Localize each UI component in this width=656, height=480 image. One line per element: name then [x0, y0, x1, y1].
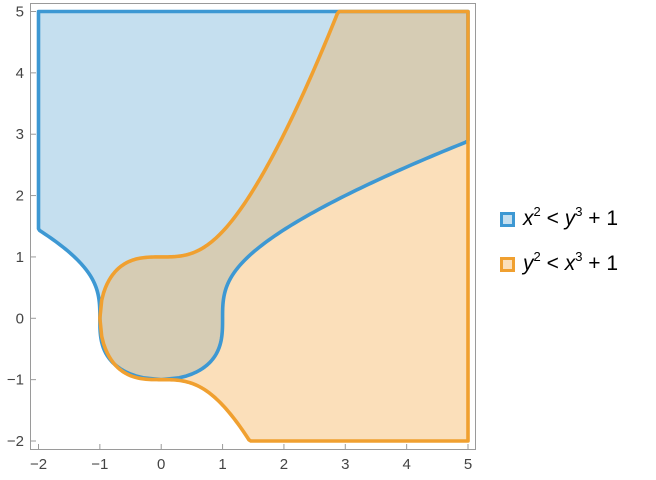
- x-tick-label: 5: [464, 456, 472, 473]
- x-tick-label: −1: [91, 456, 108, 473]
- x-tick-label: 2: [280, 456, 288, 473]
- y-tick-label: 3: [16, 126, 24, 143]
- legend-swatch-series-2: [500, 256, 515, 272]
- x-tick-label: −2: [30, 456, 47, 473]
- y-tick-label: −1: [7, 372, 24, 389]
- region-orange-boundary: [98, 9, 470, 443]
- legend: x2 < y3 + 1 y2 < x3 + 1: [500, 204, 650, 294]
- y-tick-label: 2: [16, 188, 24, 205]
- y-tick-label: 0: [16, 310, 24, 327]
- x-tick-label: 4: [402, 456, 410, 473]
- legend-swatch-series-1: [500, 211, 515, 227]
- legend-item-series-2: y2 < x3 + 1: [500, 249, 650, 279]
- y-tick-label: 1: [16, 249, 24, 266]
- plot-frame: [30, 3, 476, 450]
- legend-label-series-1: x2 < y3 + 1: [523, 204, 619, 230]
- y-tick-label: −2: [7, 433, 24, 450]
- legend-item-series-1: x2 < y3 + 1: [500, 204, 650, 234]
- y-tick-label: 5: [16, 4, 24, 21]
- legend-label-series-2: y2 < x3 + 1: [523, 249, 619, 275]
- y-axis: −2 −1 0 1 2 3 4 5: [7, 4, 36, 450]
- x-tick-label: 0: [157, 456, 165, 473]
- x-tick-label: 3: [341, 456, 349, 473]
- y-tick-label: 4: [16, 65, 24, 82]
- plot-area: [30, 3, 476, 450]
- x-tick-label: 1: [218, 456, 226, 473]
- x-axis: −2 −1 0 1 2 3 4 5: [30, 444, 472, 473]
